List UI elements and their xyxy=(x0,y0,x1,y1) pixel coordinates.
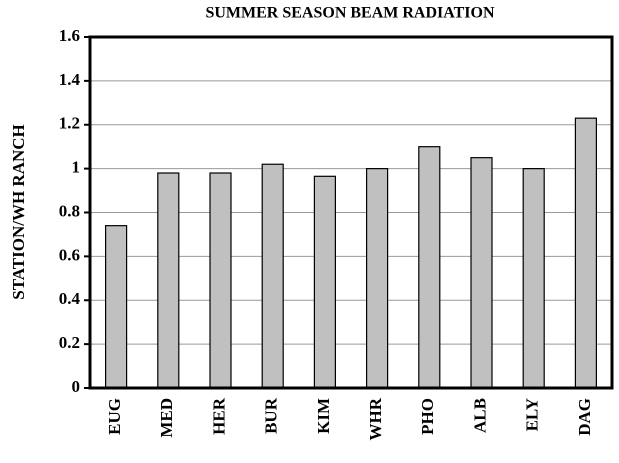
y-tick-label: 1.2 xyxy=(59,114,80,133)
y-tick-label: 1.6 xyxy=(59,26,80,45)
y-tick-label: 0.8 xyxy=(59,201,80,220)
y-tick-label: 1 xyxy=(72,158,81,177)
x-tick-label: DAG xyxy=(575,398,594,436)
bar xyxy=(470,157,493,389)
y-tick-label: 0.6 xyxy=(59,245,80,264)
bar xyxy=(574,117,598,389)
bar xyxy=(313,175,336,389)
x-tick-label: HER xyxy=(209,397,228,435)
x-tick-label: BUR xyxy=(262,397,281,434)
x-tick-label: ELY xyxy=(523,398,542,431)
x-tick-label: WHR xyxy=(366,397,385,440)
bar xyxy=(261,163,284,389)
plot-frame xyxy=(88,35,614,390)
x-tick-label: MED xyxy=(157,398,176,438)
y-tick-label: 0.4 xyxy=(59,289,81,308)
bar xyxy=(522,168,545,389)
bar xyxy=(104,225,128,389)
y-tick-label: 1.4 xyxy=(59,70,81,89)
x-tick-label: PHO xyxy=(418,398,437,435)
x-tick-label: ALB xyxy=(470,398,489,433)
y-tick-label: 0 xyxy=(72,377,81,396)
y-tick-label: 0.2 xyxy=(59,333,80,352)
x-tick-label: KIM xyxy=(314,398,333,434)
bar xyxy=(209,172,232,389)
y-axis-label: STATION/WH RANCH xyxy=(9,124,28,300)
bar xyxy=(157,172,180,389)
x-tick-label: EUG xyxy=(105,398,124,435)
chart-title: SUMMER SEASON BEAM RADIATION xyxy=(205,5,495,22)
bar xyxy=(418,146,441,389)
bar xyxy=(366,168,389,389)
